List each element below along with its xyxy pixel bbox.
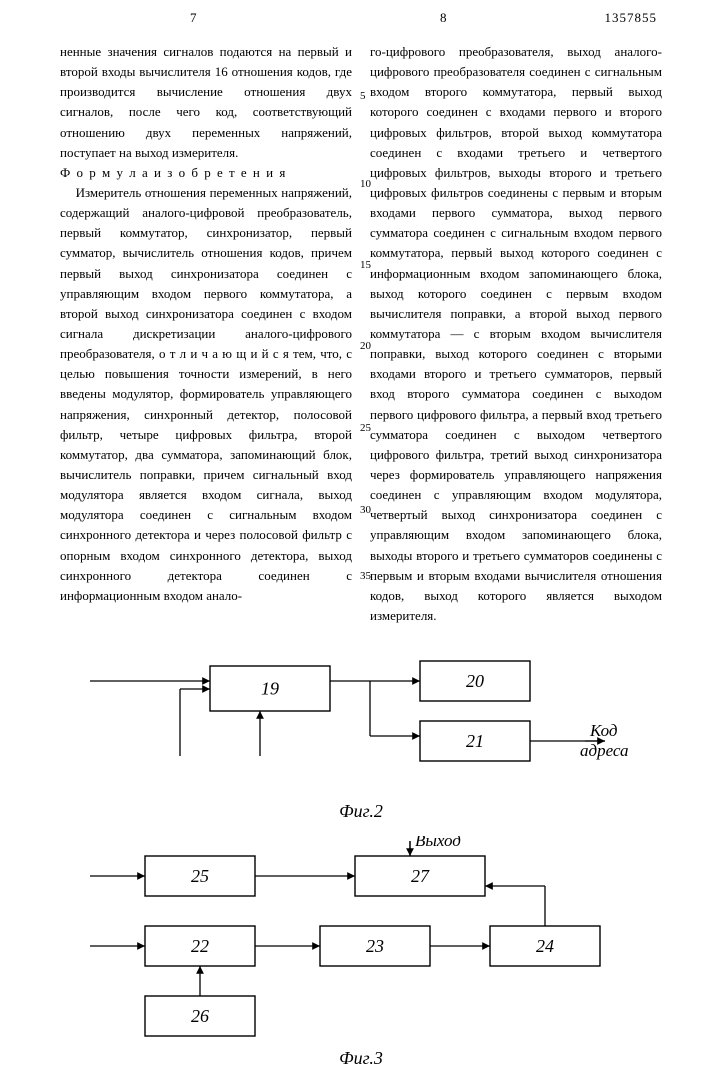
text-columns: 5 10 15 20 25 30 35 ненные значения сигн… [60, 42, 662, 626]
left-para-2: Измеритель отношения переменных напряжен… [60, 183, 352, 606]
svg-text:24: 24 [536, 936, 554, 956]
left-column: ненные значения сигналов подаются на пер… [60, 42, 352, 626]
svg-text:21: 21 [466, 731, 484, 751]
label-vyhod: Выход [415, 836, 461, 850]
block-25: 25 [145, 856, 255, 896]
block-22: 22 [145, 926, 255, 966]
block-23: 23 [320, 926, 430, 966]
page-number-right: 8 [440, 8, 447, 28]
line-marker: 20 [360, 338, 371, 355]
svg-text:22: 22 [191, 936, 209, 956]
svg-text:25: 25 [191, 866, 209, 886]
fig2-svg: 19 20 21 Кодадреса [90, 661, 629, 761]
line-marker: 15 [360, 257, 371, 274]
page: 7 8 1357855 5 10 15 20 25 30 35 ненные з… [0, 0, 707, 1000]
invention-formula-heading: Ф о р м у л а и з о б р е т е н и я [60, 163, 352, 183]
block-26: 26 [145, 996, 255, 1036]
figure-2-caption: Фиг.2 [60, 798, 662, 826]
svg-text:26: 26 [191, 1006, 209, 1026]
svg-text:27: 27 [411, 866, 430, 886]
label-adresa: адреса [580, 741, 629, 760]
line-marker: 10 [360, 176, 371, 193]
patent-number: 1357855 [605, 8, 658, 28]
page-number-left: 7 [190, 8, 197, 28]
line-marker: 5 [360, 88, 366, 105]
figure-3-caption: Фиг.3 [60, 1045, 662, 1073]
svg-text:19: 19 [261, 679, 279, 699]
block-20: 20 [420, 661, 530, 701]
block-24: 24 [490, 926, 600, 966]
svg-text:23: 23 [366, 936, 384, 956]
line-marker: 35 [360, 568, 371, 585]
block-19: 19 [210, 666, 330, 711]
line-marker: 30 [360, 502, 371, 519]
label-kod: Код [589, 721, 618, 740]
line-marker: 25 [360, 420, 371, 437]
right-para-1: го-цифрового преобразователя, выход анал… [370, 42, 662, 626]
block-27: 27 [355, 856, 485, 896]
left-para-1: ненные значения сигналов подаются на пер… [60, 42, 352, 163]
figure-3: 25 27 22 23 24 26 Выход Фиг.3 [60, 836, 662, 1073]
svg-text:20: 20 [466, 671, 484, 691]
right-column: го-цифрового преобразователя, выход анал… [370, 42, 662, 626]
figure-2: 19 20 21 Кодадреса Фиг.2 [60, 636, 662, 826]
fig3-svg: 25 27 22 23 24 26 Выход [90, 836, 600, 1036]
block-21: 21 [420, 721, 530, 761]
